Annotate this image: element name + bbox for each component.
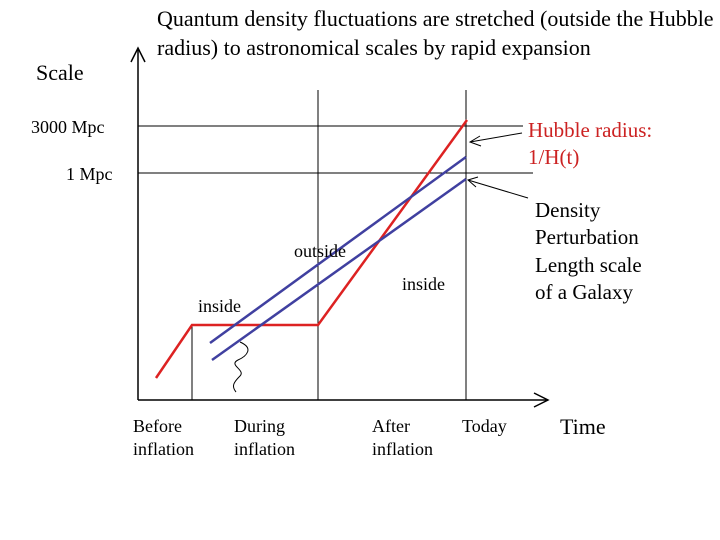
density-label-line3: Length scale bbox=[535, 252, 642, 277]
region-label-inside-right: inside bbox=[402, 274, 445, 294]
x-axis-arrow bbox=[533, 392, 550, 408]
density-perturbation-label: Density Perturbation Length scale of a G… bbox=[535, 197, 642, 306]
perturbation-line-1 bbox=[209, 155, 467, 345]
x-tick-today: Today bbox=[462, 416, 507, 436]
diagram-title: Quantum density fluctuations are stretch… bbox=[157, 6, 714, 60]
x-tick-during-line1: During bbox=[234, 416, 285, 436]
hubble-pointer-head bbox=[468, 135, 482, 147]
x-tick-after-line1: After bbox=[372, 416, 410, 436]
y-tick-3000mpc: 3000 Mpc bbox=[31, 117, 105, 137]
quantum-fluctuation-squiggle bbox=[232, 341, 249, 393]
x-tick-during-line2: inflation bbox=[234, 438, 295, 459]
density-label-line2: Perturbation bbox=[535, 225, 639, 250]
y-tick-1mpc: 1 Mpc bbox=[66, 164, 113, 184]
region-label-inside-left: inside bbox=[198, 296, 241, 316]
x-tick-after-inflation: After inflation bbox=[372, 415, 433, 460]
x-tick-during-inflation: During inflation bbox=[234, 415, 295, 460]
region-label-outside: outside bbox=[294, 241, 346, 261]
density-pointer bbox=[467, 179, 529, 199]
x-axis-label: Time bbox=[560, 414, 606, 439]
hubble-radius-line bbox=[154, 119, 469, 379]
x-tick-after-line2: inflation bbox=[372, 438, 433, 459]
hubble-label-line2: 1/H(t) bbox=[528, 145, 580, 170]
hubble-label-line1: Hubble radius: bbox=[528, 118, 653, 142]
x-tick-before-inflation: Before inflation bbox=[133, 415, 194, 460]
x-tick-before-line2: inflation bbox=[133, 438, 194, 459]
density-label-line4: of a Galaxy bbox=[535, 279, 633, 304]
hubble-radius-label: Hubble radius: 1/H(t) bbox=[528, 117, 652, 172]
y-axis-label: Scale bbox=[36, 60, 84, 85]
perturbation-line-2 bbox=[211, 177, 467, 362]
density-label-line1: Density bbox=[535, 198, 601, 222]
y-axis-arrow bbox=[130, 46, 146, 63]
hubble-pointer bbox=[469, 132, 523, 143]
x-tick-before-line1: Before bbox=[133, 416, 182, 436]
density-pointer-head bbox=[466, 176, 479, 188]
